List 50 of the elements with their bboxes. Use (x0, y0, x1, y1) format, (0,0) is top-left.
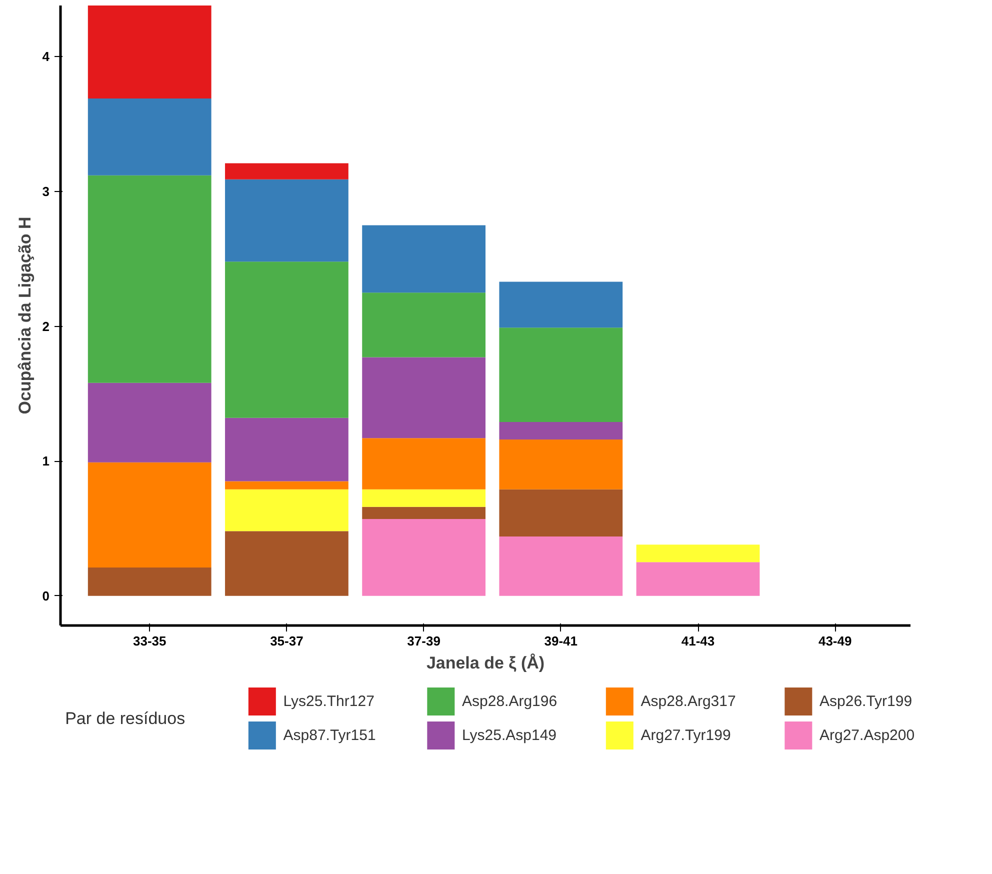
legend-title: Par de resíduos (65, 709, 186, 728)
bar (225, 179, 348, 262)
x-axis-title: Janela de ξ (Å) (426, 654, 545, 672)
y-tick-label: 2 (42, 318, 50, 334)
x-tick-label: 41-43 (681, 634, 715, 648)
bar (362, 292, 486, 358)
bar (499, 282, 623, 328)
x-tick-label: 37-39 (407, 634, 440, 648)
legend-label: Arg27.Asp200 (820, 727, 915, 744)
legend-label: Arg27.Tyr199 (640, 727, 731, 744)
x-tick-label: 33-35 (132, 634, 166, 648)
y-tick-label: 4 (42, 49, 50, 64)
bar (225, 481, 348, 490)
bar (88, 568, 212, 596)
bar (362, 357, 486, 438)
bar (362, 489, 486, 507)
bar (88, 382, 212, 462)
bar (225, 418, 348, 482)
bar (88, 175, 212, 383)
bar (88, 462, 212, 568)
bar (362, 519, 486, 596)
bar (499, 440, 623, 490)
bar (499, 422, 623, 440)
y-tick-label: 0 (42, 588, 50, 604)
bar (499, 489, 623, 537)
bar (362, 438, 486, 490)
legend-label: Asp28.Arg317 (640, 693, 736, 710)
bar (499, 328, 623, 422)
bar (225, 262, 348, 418)
bar (225, 531, 348, 596)
bar (499, 536, 623, 596)
legend-label: Lys25.Thr127 (283, 693, 374, 710)
x-tick-label: 43-49 (818, 634, 852, 648)
bar (362, 506, 486, 520)
y-tick-label: 1 (42, 454, 50, 469)
bar (636, 562, 760, 596)
bar (88, 98, 212, 176)
bar (362, 225, 486, 293)
legend-label: Asp26.Tyr199 (820, 693, 912, 710)
legend-label: Asp87.Tyr151 (283, 727, 376, 744)
bar (225, 489, 348, 532)
y-tick-label: 3 (42, 184, 50, 199)
legend-label: Lys25.Asp149 (462, 727, 557, 744)
legend-label: Asp28.Arg196 (462, 693, 558, 710)
x-tick-label: 35-37 (270, 634, 304, 648)
bar (225, 163, 348, 180)
bar (636, 544, 760, 562)
bar (88, 6, 212, 98)
y-axis-title: Ocupância da Ligação H (15, 216, 34, 414)
x-tick-label: 39-41 (544, 634, 578, 648)
